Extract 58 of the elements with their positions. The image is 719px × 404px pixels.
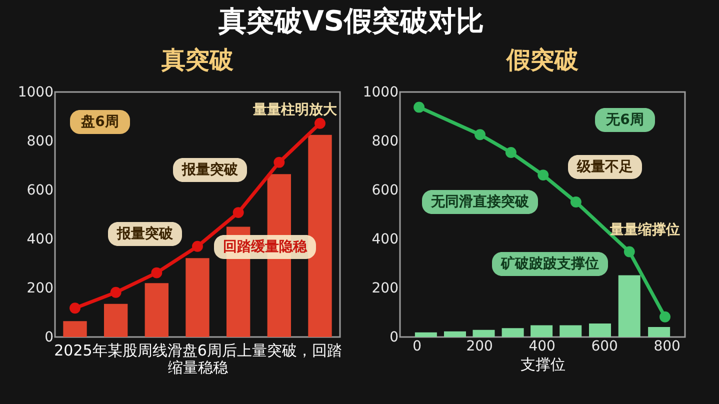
x-tick-label: 600 [591, 338, 618, 354]
bar [502, 328, 524, 337]
x-tick-label: 200 [466, 338, 493, 354]
point [505, 147, 516, 158]
bar [560, 325, 582, 337]
point [624, 246, 635, 258]
x-axis-title: 支撑位 [520, 356, 566, 374]
annotation: 报量突破 [181, 161, 239, 178]
bar [186, 258, 210, 337]
point [538, 170, 549, 181]
y-tick-label: 600 [372, 182, 398, 198]
point [151, 267, 162, 278]
point [232, 207, 244, 218]
point [274, 156, 285, 168]
annotation: 回踏缓量隐稳 [223, 239, 308, 255]
annotation: 级量不足 [576, 159, 633, 175]
point [70, 302, 80, 314]
annotation: 量量柱明放大 [252, 102, 338, 118]
annotation: 盘6周 [80, 114, 119, 130]
bar [444, 331, 466, 337]
bar [530, 325, 553, 337]
annotation: 矿破跛跛支撑位 [500, 255, 599, 272]
x-tick-label: 0 [412, 338, 422, 354]
annotation: 无6周 [605, 112, 644, 128]
point [110, 286, 122, 298]
x-tick-label: 400 [528, 338, 556, 354]
bar [618, 275, 640, 337]
annotation: 无同滑直接突破 [430, 193, 530, 210]
bar [472, 330, 495, 337]
point [414, 102, 425, 113]
y-tick-label: 800 [26, 134, 54, 150]
bar [104, 304, 128, 337]
text: 真突破VS假突破对比 [217, 4, 484, 38]
bar [648, 326, 670, 337]
y-tick-label: 1000 [18, 84, 54, 100]
point [192, 240, 203, 252]
annotation: 报量突破 [116, 225, 174, 242]
bar [414, 332, 437, 337]
y-tick-label: 400 [372, 232, 398, 248]
y-tick-label: 600 [26, 182, 54, 198]
x-tick-label: 800 [654, 338, 680, 354]
annotation: 量量缩撑位 [609, 221, 680, 238]
y-tick-label: 400 [26, 232, 54, 248]
bar [308, 134, 332, 337]
x-axis-title: 2025年某股周线滑盘6周后上量突破，回踏缩量稳稳 [54, 342, 342, 376]
y-tick-label: 200 [26, 280, 54, 296]
chart-title: 真突破 [160, 46, 234, 74]
point [314, 118, 326, 129]
chart-title: 假突破 [506, 46, 580, 74]
y-tick-label: 800 [372, 134, 398, 150]
point [474, 129, 486, 140]
y-tick-label: 1000 [362, 84, 398, 100]
point [660, 311, 670, 322]
bar [63, 321, 87, 337]
y-tick-label: 200 [372, 280, 398, 296]
point [570, 196, 582, 208]
bar [144, 283, 169, 337]
bar [589, 324, 611, 337]
